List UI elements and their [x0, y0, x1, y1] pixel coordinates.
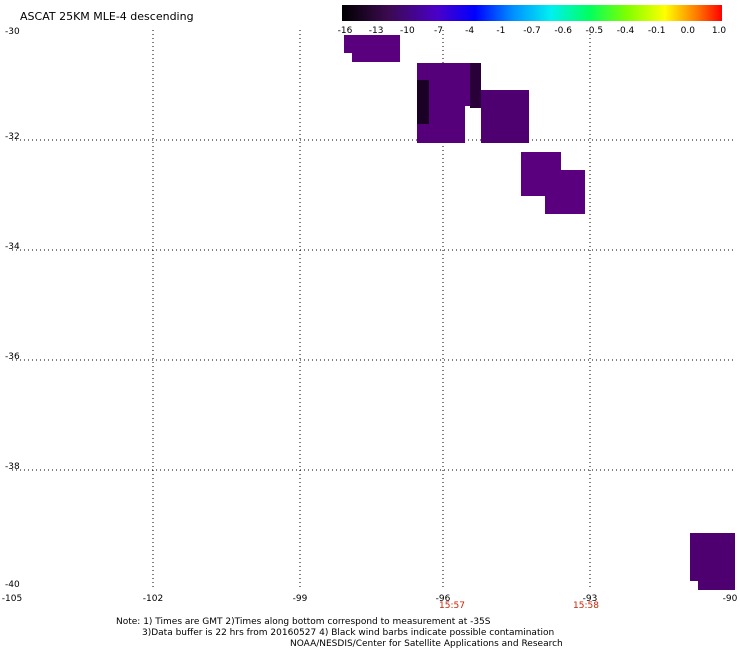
y-tick: -34 [5, 242, 20, 252]
x-tick: -96 [435, 594, 451, 604]
x-tick: -99 [292, 594, 308, 604]
colorbar-label: -0.4 [616, 26, 635, 36]
cell [698, 545, 735, 590]
cell [417, 80, 429, 106]
x-tick: -102 [142, 594, 164, 604]
y-tick: -30 [5, 27, 20, 37]
note-line-3: NOAA/NESDIS/Center for Satellite Applica… [290, 639, 563, 649]
colorbar-label: -16 [337, 26, 353, 36]
cell [545, 170, 585, 214]
colorbar-label: -0.6 [554, 26, 572, 36]
colorbar-label: -0.1 [647, 26, 666, 36]
colorbar-label: -0.7 [523, 26, 541, 36]
colorbar-label: -10 [399, 26, 415, 36]
cell [352, 53, 400, 62]
cell [344, 35, 400, 53]
colorbar-label: -4 [465, 26, 475, 36]
colorbar-label: -0.5 [585, 26, 604, 36]
cell [417, 106, 429, 124]
colorbar-label: -13 [368, 26, 384, 36]
note-line-1: Note: 1) Times are GMT 2)Times along bot… [116, 617, 491, 627]
gridlines [12, 30, 735, 590]
colorbar-label: 1.0 [711, 26, 727, 36]
x-tick: -90 [722, 594, 738, 604]
colorbar [342, 5, 722, 21]
y-tick: -40 [5, 580, 20, 590]
x-tick: -93 [582, 594, 598, 604]
y-tick: -36 [5, 352, 20, 362]
x-tick: -105 [1, 594, 23, 604]
colorbar-label: -1 [496, 26, 506, 36]
cell [481, 90, 529, 143]
y-tick: -32 [5, 132, 20, 142]
y-tick: -38 [5, 462, 20, 472]
colorbar-label: 0.0 [680, 26, 695, 36]
colorbar-label: -7 [434, 26, 443, 36]
note-line-2: 3)Data buffer is 22 hrs from 20160527 4)… [142, 628, 555, 638]
wind-data-cells [344, 35, 735, 590]
time-label: 15:57 [439, 601, 465, 611]
map-title: ASCAT 25KM MLE-4 descending [20, 10, 194, 23]
time-label: 15:58 [573, 601, 599, 611]
cell [470, 63, 481, 108]
